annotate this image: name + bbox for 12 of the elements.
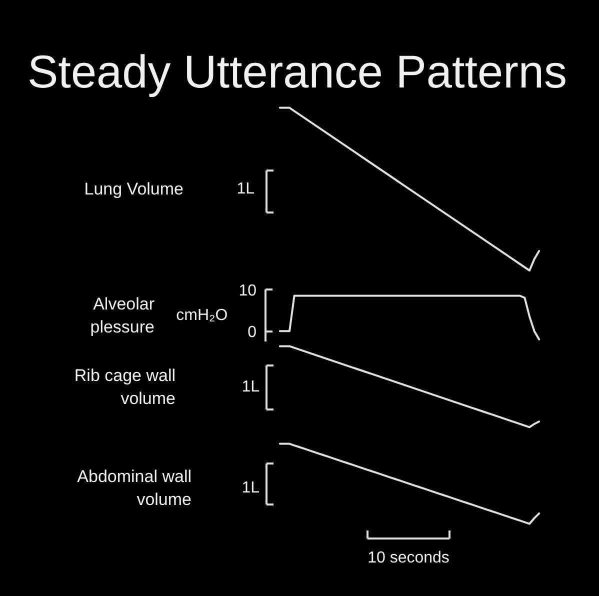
y-axis-title: Abdominal wall volume bbox=[77, 467, 192, 509]
y-axis-title: Rib cage wall volume bbox=[74, 366, 176, 408]
chart-title: Steady Utterance Patterns bbox=[28, 46, 568, 98]
text: 1L bbox=[242, 480, 260, 496]
y-axis-title: Alveolar plessure bbox=[90, 294, 155, 336]
text: 1L bbox=[242, 378, 260, 396]
y-axis-title: Lung Volume bbox=[84, 180, 184, 198]
y-tick-label: 10 bbox=[238, 282, 257, 300]
text: cmH₂O bbox=[176, 307, 228, 324]
text: 1L bbox=[236, 180, 255, 198]
text: 10 seconds bbox=[368, 550, 450, 566]
y-tick-label: 0 bbox=[248, 324, 257, 342]
